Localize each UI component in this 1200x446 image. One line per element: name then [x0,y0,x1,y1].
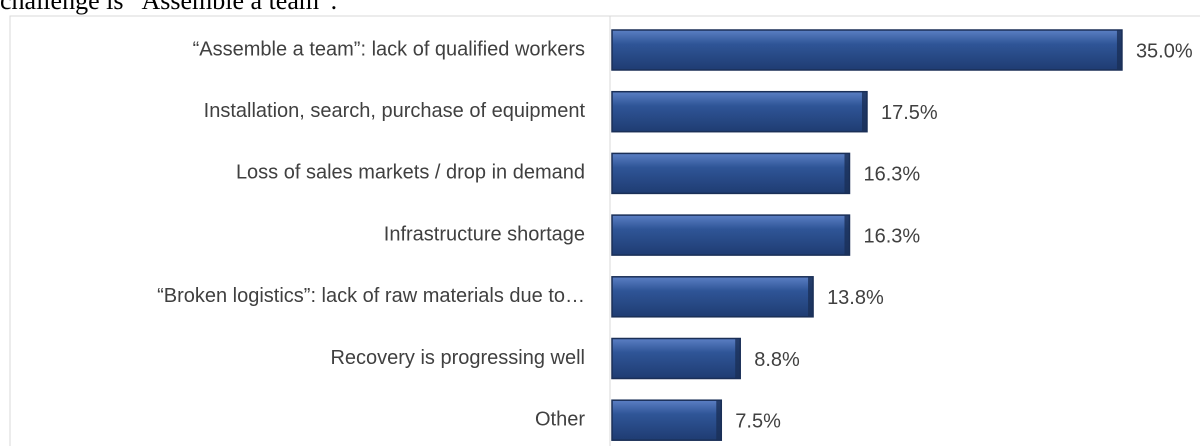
value-label: 16.3% [863,225,920,247]
bar [611,276,814,318]
category-label: Installation, search, purchase of equipm… [204,100,586,122]
category-label: “Broken logistics”: lack of raw material… [157,285,585,307]
bar [611,152,851,195]
category-label: Recovery is progressing well [330,347,585,369]
bar [611,399,723,441]
chart-title: challenge is “Assemble a team”. [0,0,337,15]
value-label: 7.5% [735,410,781,432]
bar-shade [844,153,850,194]
bar [611,90,868,133]
bar [611,214,851,256]
category-label: Infrastructure shortage [384,223,585,245]
bar-shade [1116,30,1122,70]
value-label: 13.8% [827,287,884,309]
category-label: Other [535,408,585,430]
value-label: 16.3% [863,164,920,186]
bar-shade [716,400,722,441]
value-label: 35.0% [1136,40,1193,62]
bar-shade [735,338,741,379]
bar-shade [808,276,814,317]
bar [611,29,1123,71]
category-label: Loss of sales markets / drop in demand [236,162,585,184]
bar-shade [861,91,867,132]
bar [611,337,741,380]
chart-border [9,15,1200,446]
bar-shade [844,215,850,256]
value-label: 8.8% [754,349,800,371]
value-label: 17.5% [881,102,938,124]
category-label: “Assemble a team”: lack of qualified wor… [193,38,585,60]
